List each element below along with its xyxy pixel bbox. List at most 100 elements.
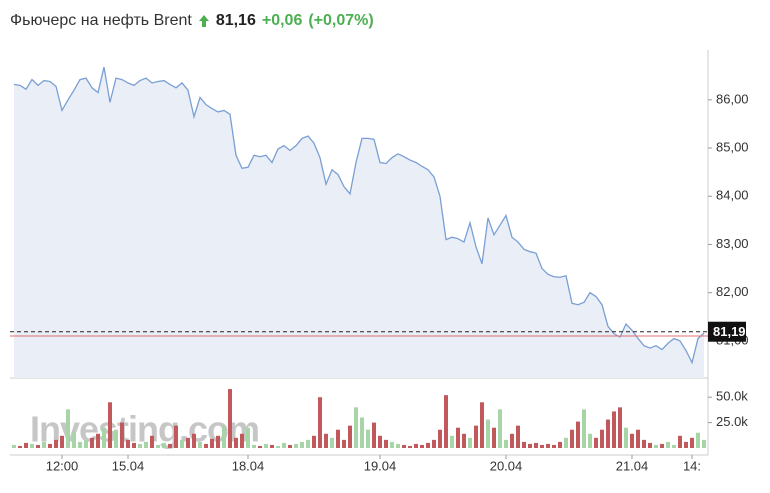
y-tick-label: 82,00 <box>716 284 749 299</box>
volume-bar <box>198 441 202 448</box>
volume-bar <box>114 429 118 448</box>
volume-bar <box>396 443 400 448</box>
volume-bar <box>456 427 460 448</box>
volume-bar <box>492 427 496 448</box>
volume-bar <box>690 437 694 448</box>
volume-bar <box>42 441 46 448</box>
volume-bar <box>294 443 298 448</box>
volume-bar <box>654 444 658 448</box>
volume-bar <box>612 411 616 448</box>
volume-bar <box>192 433 196 448</box>
volume-bar <box>12 444 16 448</box>
current-price-label: 81,19 <box>713 324 746 339</box>
header: Фьючерс на нефть Brent 81,16 +0,06 (+0,0… <box>10 9 374 33</box>
volume-bar <box>120 422 124 448</box>
volume-bar <box>270 444 274 448</box>
volume-bar <box>258 445 262 448</box>
volume-bar <box>126 439 130 448</box>
volume-bar <box>660 443 664 448</box>
volume-bar <box>318 397 322 448</box>
volume-bar <box>570 429 574 448</box>
volume-bar <box>618 407 622 448</box>
x-tick-label: 14: <box>683 458 701 473</box>
volume-bar <box>702 439 706 448</box>
volume-bar <box>426 442 430 448</box>
volume-bar <box>222 425 226 448</box>
volume-bar <box>372 422 376 448</box>
volume-bar <box>588 433 592 448</box>
x-tick-label: 12:00 <box>46 458 79 473</box>
volume-bar <box>108 402 112 448</box>
volume-bar <box>468 437 472 448</box>
volume-bar <box>402 444 406 448</box>
volume-bar <box>132 442 136 448</box>
volume-bar <box>582 409 586 448</box>
y2-tick-label: 25.0k <box>716 414 748 429</box>
volume-bar <box>528 443 532 448</box>
volume-bar <box>210 438 214 448</box>
volume-bar <box>630 433 634 448</box>
volume-bar <box>480 402 484 448</box>
x-tick-label: 21.04 <box>616 458 649 473</box>
volume-bar <box>366 429 370 448</box>
volume-bar <box>606 419 610 448</box>
y-tick-label: 84,00 <box>716 188 749 203</box>
volume-bar <box>66 409 70 448</box>
volume-bar <box>678 435 682 448</box>
volume-bar <box>516 425 520 448</box>
volume-bar <box>84 439 88 448</box>
volume-bar <box>642 439 646 448</box>
price-line <box>13 66 705 365</box>
volume-bar <box>636 429 640 448</box>
volume-bar <box>180 439 184 448</box>
volume-bar <box>162 442 166 448</box>
volume-bar <box>234 437 238 448</box>
volume-bar <box>54 439 58 448</box>
volume-bar <box>282 442 286 448</box>
volume-bar <box>564 437 568 448</box>
volume-bar <box>138 443 142 448</box>
change-pct: (+0,07%) <box>308 12 374 29</box>
volume-bar <box>72 432 76 448</box>
volume-bar <box>48 443 52 448</box>
volume-bar <box>228 389 232 448</box>
volume-bar <box>600 429 604 448</box>
volume-bar <box>324 433 328 448</box>
x-tick-label: 20.04 <box>490 458 523 473</box>
change: +0,06 <box>261 12 303 29</box>
y-tick-label: 83,00 <box>716 236 749 251</box>
volume-bar <box>354 407 358 448</box>
volume-bar <box>522 441 526 448</box>
volume-bar <box>666 441 670 448</box>
volume-bar <box>552 444 556 448</box>
volume-bar <box>576 421 580 448</box>
volume-bar <box>594 437 598 448</box>
volume-bar <box>438 429 442 448</box>
volume-bar <box>474 425 478 448</box>
volume-bar <box>390 441 394 448</box>
volume-bar <box>312 435 316 448</box>
volume-bar <box>420 444 424 448</box>
volume-bar <box>216 435 220 448</box>
volume-bar <box>360 417 364 448</box>
volume-bar <box>288 444 292 448</box>
volume-bar <box>336 429 340 448</box>
x-tick-label: 19.04 <box>364 458 397 473</box>
volume-bar <box>546 443 550 448</box>
volume-bar <box>306 439 310 448</box>
volume-bar <box>276 445 280 448</box>
volume-bar <box>252 444 256 448</box>
volume-bar <box>300 441 304 448</box>
volume-bar <box>24 442 28 448</box>
volume-bar <box>684 441 688 448</box>
volume-bar <box>246 427 250 448</box>
volume-bar <box>18 445 22 448</box>
volume-bar <box>414 443 418 448</box>
volume-bar <box>168 443 172 448</box>
volume-bar <box>264 443 268 448</box>
volume-bar <box>444 395 448 448</box>
volume-bar <box>78 441 82 448</box>
volume-bar <box>330 437 334 448</box>
current-price-box <box>708 321 746 342</box>
